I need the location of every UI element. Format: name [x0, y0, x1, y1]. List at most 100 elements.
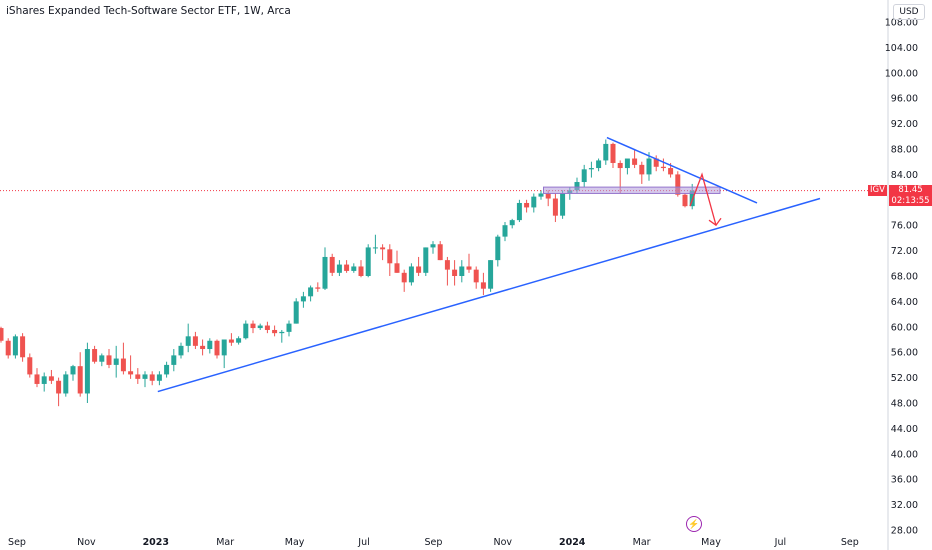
- x-tick-label: 2023: [143, 537, 169, 548]
- x-tick-label: 2024: [559, 537, 586, 548]
- candle-body: [660, 166, 666, 169]
- candle-body: [689, 190, 695, 207]
- candle-body: [315, 287, 321, 289]
- y-tick-label: 28.00: [891, 526, 918, 537]
- candle-body: [639, 164, 645, 175]
- candle-body: [531, 196, 537, 208]
- candle-body: [574, 182, 580, 191]
- y-tick-label: 64.00: [891, 297, 918, 308]
- plot-area[interactable]: [0, 136, 887, 407]
- candle-body: [164, 364, 170, 375]
- arrow-head: [708, 217, 722, 227]
- candle-body: [27, 357, 33, 375]
- candle-body: [452, 269, 458, 276]
- chart-title: iShares Expanded Tech-Software Sector ET…: [6, 5, 291, 17]
- candle-body: [0, 328, 4, 341]
- candle-body: [243, 323, 249, 339]
- y-tick-label: 48.00: [891, 399, 918, 410]
- x-axis[interactable]: Sep Nov 2023 Mar May Jul Sep Nov 2024 Mar May Jul Se…: [8, 537, 859, 548]
- candle-body: [394, 263, 400, 273]
- candle-body: [610, 143, 616, 163]
- candle-body: [675, 174, 681, 195]
- x-tick-label: Sep: [424, 537, 442, 548]
- y-tick-label: 68.00: [891, 272, 918, 283]
- y-tick-label: 76.00: [891, 221, 918, 232]
- supply-zone[interactable]: [543, 186, 721, 194]
- x-tick-label: Nov: [494, 537, 513, 548]
- candle-body: [286, 323, 292, 332]
- candle-body: [329, 256, 335, 273]
- candle-body: [668, 168, 674, 175]
- candle-body: [416, 266, 422, 273]
- y-tick-label: 60.00: [891, 322, 918, 333]
- y-tick-label: 32.00: [891, 500, 918, 511]
- currency-button[interactable]: USD: [893, 4, 925, 20]
- candle-body: [344, 264, 350, 271]
- candle-body: [560, 193, 566, 216]
- candle-body: [322, 256, 328, 289]
- candle-body: [135, 374, 141, 379]
- candle-body: [120, 358, 126, 372]
- y-tick-label: 44.00: [891, 424, 918, 435]
- candle-body: [264, 325, 270, 330]
- y-tick-label: 52.00: [891, 373, 918, 384]
- candle-body: [509, 220, 515, 226]
- x-tick-label: Sep: [8, 537, 26, 548]
- candle-body: [365, 247, 371, 276]
- candle-body: [149, 374, 155, 381]
- candle-body: [12, 336, 18, 356]
- resistance-trendline[interactable]: [606, 136, 758, 204]
- y-tick-label: 40.00: [891, 449, 918, 460]
- y-tick-label: 88.00: [891, 145, 918, 156]
- y-tick-label: 92.00: [891, 119, 918, 130]
- candle-body: [77, 366, 83, 394]
- candle-body: [200, 345, 206, 350]
- candle-body: [408, 266, 414, 283]
- candle-body: [34, 374, 40, 384]
- candle-body: [279, 331, 285, 334]
- candle-body: [156, 374, 162, 381]
- candle-body: [646, 158, 652, 175]
- candle-body: [308, 287, 314, 297]
- candle-body: [56, 380, 62, 394]
- y-tick-label: 56.00: [891, 348, 918, 359]
- candle-body: [300, 296, 306, 302]
- candle-body: [632, 158, 638, 165]
- candle-body: [495, 236, 501, 261]
- symbol-badge: IGV: [868, 185, 887, 196]
- candle-body: [596, 160, 602, 169]
- candle-body: [588, 168, 594, 170]
- candle-body: [603, 143, 609, 161]
- y-tick-label: 100.00: [885, 68, 918, 79]
- y-axis[interactable]: 108.00104.00100.0096.0092.0088.0084.0080…: [885, 0, 918, 550]
- candle-body: [272, 329, 278, 334]
- candle-body: [250, 323, 256, 329]
- candle-body: [682, 194, 688, 207]
- candle-body: [423, 247, 429, 273]
- candle-body: [236, 338, 242, 343]
- candle-body: [293, 301, 299, 324]
- candle-body: [372, 247, 378, 249]
- x-tick-label: Nov: [77, 537, 96, 548]
- support-trendline[interactable]: [157, 197, 821, 393]
- x-tick-label: Jul: [357, 537, 369, 548]
- bar-countdown: 02:13:55: [891, 195, 930, 206]
- candle-body: [106, 355, 112, 365]
- candle-body: [581, 169, 587, 183]
- candle-body: [351, 266, 357, 271]
- lightning-icon[interactable]: ⚡: [686, 516, 702, 532]
- candle-body: [336, 264, 342, 273]
- candle-body: [41, 376, 47, 384]
- y-tick-label: 104.00: [885, 43, 918, 54]
- candle-body: [444, 260, 450, 270]
- candle-body: [624, 158, 630, 169]
- candle-body: [92, 349, 98, 362]
- candle-body: [178, 345, 184, 356]
- y-tick-label: 36.00: [891, 475, 918, 486]
- candle-body: [48, 376, 54, 381]
- candle-body: [502, 225, 508, 237]
- candle-body: [401, 272, 407, 283]
- y-tick-label: 72.00: [891, 246, 918, 257]
- projection-arrow[interactable]: [689, 172, 717, 226]
